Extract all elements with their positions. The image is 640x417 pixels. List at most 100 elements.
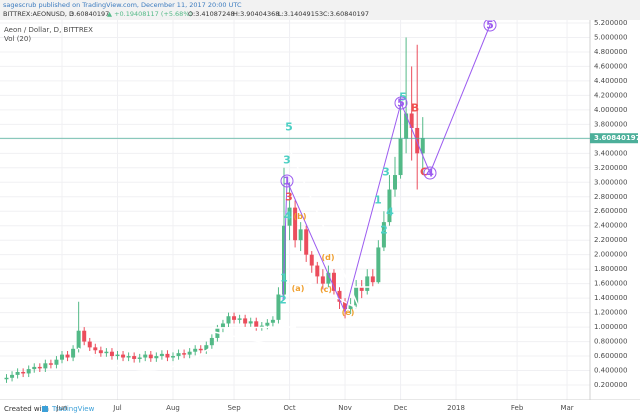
wave-label: (b) (293, 212, 306, 221)
candle-body (71, 348, 76, 358)
candle-body (315, 265, 320, 277)
trendline (289, 149, 361, 311)
candle-body (232, 316, 237, 320)
candle-body (404, 113, 409, 139)
candle-body (54, 359, 59, 365)
ohlc-close: C:3.60840197 (323, 10, 369, 18)
y-tick-label: 3.800000 (594, 120, 627, 128)
candle-body (132, 356, 137, 359)
change: ▲ +0.19408117 (+5.68%) (107, 10, 192, 18)
x-tick-label: 2018 (447, 404, 465, 412)
ohlc-low: L:3.14049153 (278, 10, 323, 18)
candle-body (121, 354, 126, 358)
candle-body (243, 318, 248, 324)
candle-body (21, 371, 26, 374)
candle-body (248, 321, 253, 324)
publisher: sagescrub published on TradingView.com, … (3, 1, 242, 9)
candle-body (26, 369, 31, 374)
wave-label: 1 (374, 194, 382, 207)
candle-body (343, 301, 348, 309)
y-tick-label: 5.000000 (594, 33, 627, 41)
candle-body (148, 354, 153, 359)
candle-body (10, 374, 15, 378)
wave-label: 4 (386, 206, 394, 219)
header-bar (0, 0, 640, 20)
x-tick-label: Aug (166, 404, 180, 412)
candle-body (276, 294, 281, 320)
y-tick-label: 1.800000 (594, 265, 627, 273)
candle-body (287, 207, 292, 226)
wave-label: 1 (283, 175, 291, 188)
candle-body (204, 345, 209, 351)
candle-body (182, 353, 187, 355)
created-with: Created with (4, 405, 49, 413)
y-tick-label: 1.600000 (594, 280, 627, 288)
wave-circle (423, 166, 437, 180)
candle-body (15, 371, 20, 375)
wave-label: (d) (321, 253, 334, 262)
y-tick-label: 4.600000 (594, 62, 627, 70)
y-tick-label: 0.400000 (594, 367, 627, 375)
wave-label: 3 (285, 191, 293, 204)
wave-circle (280, 174, 294, 188)
y-tick-label: 1.400000 (594, 294, 627, 302)
y-tick-label: 1.000000 (594, 323, 627, 331)
trendline (289, 272, 361, 311)
candle-body (115, 354, 120, 357)
brand: TradingView (51, 405, 95, 413)
x-tick-label: Nov (338, 404, 352, 412)
chart-title: Aeon / Dollar, D, BITTREX (4, 26, 93, 34)
wave-label: 2 (279, 294, 287, 307)
candle-body (32, 366, 37, 370)
wave-circle (394, 96, 408, 110)
candle-body (320, 276, 325, 284)
candle-body (82, 330, 87, 342)
wave-label: (a) (292, 284, 305, 293)
candle-body (259, 325, 264, 328)
wave-label: 4 (284, 210, 292, 223)
candle-body (60, 354, 64, 360)
ohlc-open: O:3.41087248 (188, 10, 234, 18)
wave-label: (c) (320, 285, 332, 294)
wave-label: B (411, 102, 419, 115)
candle-body (293, 207, 298, 241)
wave-label: 4 (426, 167, 434, 180)
candle-body (376, 247, 381, 283)
candle-body (187, 351, 192, 355)
candle-body (270, 319, 275, 323)
y-tick-label: 0.600000 (594, 352, 627, 360)
candle-body (137, 357, 142, 359)
candle-body (176, 353, 181, 357)
wave-label: 1 (280, 272, 288, 285)
candle-body (4, 377, 9, 380)
trendline (211, 326, 297, 329)
candle-body (365, 276, 370, 291)
candle-body (43, 363, 48, 369)
wave-label: 3 (283, 154, 291, 167)
wave-label: 5 (486, 19, 494, 32)
wave-label: (e) (342, 308, 355, 317)
candle-body (309, 254, 314, 266)
y-tick-label: 3.000000 (594, 178, 627, 186)
y-tick-label: 0.200000 (594, 381, 627, 389)
y-tick-label: 1.200000 (594, 309, 627, 317)
ohlc-high: H:3.90404368 (233, 10, 279, 18)
y-tick-label: 2.200000 (594, 236, 627, 244)
y-tick-label: 4.200000 (594, 91, 627, 99)
last-price-label: 3.60840197 (594, 134, 640, 142)
wave-label: 3 (382, 166, 390, 179)
x-tick-label: Oct (283, 404, 295, 412)
y-tick-label: 3.200000 (594, 164, 627, 172)
candle-body (171, 356, 175, 358)
candle-body (298, 229, 303, 241)
y-tick-label: 0.800000 (594, 338, 627, 346)
y-tick-label: 2.800000 (594, 193, 627, 201)
candle-body (326, 272, 331, 284)
candle-body (331, 272, 336, 291)
candle-body (393, 175, 397, 190)
y-tick-label: 4.000000 (594, 106, 627, 114)
x-tick-label: Jul (112, 404, 122, 412)
y-tick-label: 4.800000 (594, 48, 627, 56)
